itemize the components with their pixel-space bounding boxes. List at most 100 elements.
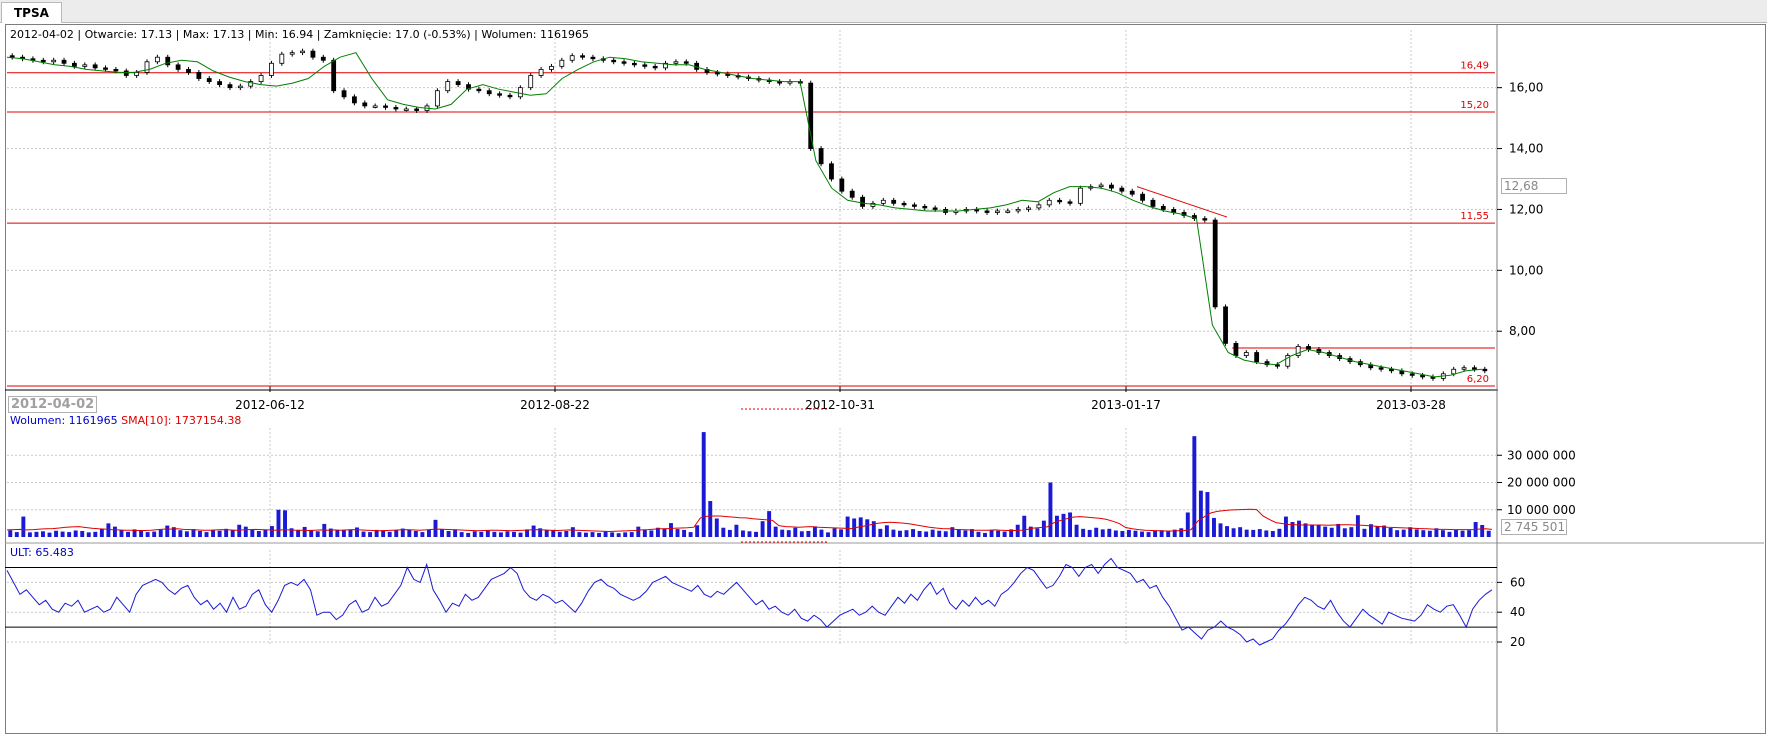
candle-body bbox=[113, 68, 119, 72]
volume-bar bbox=[1055, 515, 1059, 537]
candle-body bbox=[673, 61, 679, 64]
candle-body bbox=[92, 64, 98, 69]
volume-bar bbox=[1159, 530, 1164, 537]
volume-bar bbox=[976, 531, 981, 537]
volume-bar bbox=[983, 532, 987, 537]
volume-bar bbox=[1113, 530, 1118, 537]
level-label: 11,55 bbox=[1460, 211, 1489, 222]
volume-bar bbox=[1395, 530, 1400, 537]
candle-body bbox=[1067, 201, 1073, 204]
volume-sma-label: SMA[10]: 1737154.38 bbox=[121, 414, 242, 427]
volume-bar bbox=[309, 530, 314, 537]
volume-bar bbox=[1349, 527, 1354, 537]
ult-tick-label: 40 bbox=[1510, 605, 1525, 619]
volume-bar bbox=[695, 525, 700, 537]
volume-bar bbox=[132, 529, 137, 537]
volume-bar bbox=[368, 532, 373, 537]
volume-bar bbox=[243, 526, 248, 537]
candle-body bbox=[1077, 187, 1083, 204]
volume-bar bbox=[440, 529, 444, 537]
candle-body bbox=[352, 96, 357, 104]
candle-body bbox=[818, 148, 824, 165]
volume-bar bbox=[865, 519, 870, 537]
candle-body bbox=[1482, 368, 1488, 372]
volume-bar bbox=[924, 531, 929, 537]
volume-bar bbox=[1355, 515, 1360, 537]
volume-bar bbox=[1427, 530, 1432, 537]
candle-body bbox=[237, 85, 243, 89]
volume-bar bbox=[1421, 530, 1426, 537]
ult-tick-label: 60 bbox=[1510, 575, 1525, 589]
volume-bar bbox=[184, 531, 189, 537]
volume-bar bbox=[1192, 436, 1197, 537]
volume-bar bbox=[1212, 517, 1216, 537]
volume-bar bbox=[211, 529, 216, 537]
volume-bar bbox=[485, 530, 490, 537]
chart-frame[interactable] bbox=[5, 24, 1766, 734]
volume-bar bbox=[283, 510, 287, 537]
volume-bar bbox=[1100, 529, 1105, 537]
crosshair-volume-badge: 2 745 501 bbox=[1501, 519, 1567, 535]
volume-bar bbox=[1270, 531, 1275, 537]
candle-body bbox=[1275, 364, 1280, 367]
volume-bar bbox=[41, 531, 45, 537]
level-label: 6,20 bbox=[1467, 374, 1489, 385]
candle-body bbox=[1046, 199, 1052, 206]
volume-bar bbox=[165, 525, 170, 537]
volume-bar bbox=[1303, 523, 1308, 537]
volume-bar bbox=[917, 531, 922, 537]
volume-bar bbox=[328, 528, 333, 537]
tab-tpsa[interactable]: TPSA bbox=[1, 2, 62, 23]
volume-bar bbox=[551, 529, 556, 537]
volume-bar bbox=[459, 532, 464, 537]
volume-bar bbox=[374, 529, 379, 537]
volume-bar bbox=[819, 529, 824, 537]
volume-bar bbox=[956, 529, 961, 537]
candle-body bbox=[434, 90, 440, 107]
volume-bar bbox=[54, 530, 59, 537]
candle-body bbox=[829, 163, 834, 180]
volume-bar bbox=[1061, 513, 1066, 537]
price-tick-label: 12,00 bbox=[1509, 202, 1543, 216]
volume-bar bbox=[472, 531, 477, 537]
volume-bar bbox=[1310, 524, 1315, 537]
volume-bar bbox=[1329, 527, 1334, 537]
volume-bar bbox=[590, 532, 595, 537]
volume-bar bbox=[1140, 531, 1144, 537]
candle-body bbox=[922, 205, 928, 209]
volume-bar bbox=[1081, 528, 1086, 537]
volume-bar bbox=[263, 529, 268, 537]
candle-body bbox=[1389, 368, 1394, 372]
volume-bar bbox=[1277, 528, 1282, 537]
volume-bar bbox=[780, 529, 785, 537]
volume-bar bbox=[21, 516, 26, 537]
volume-bar bbox=[669, 523, 673, 537]
volume-bar bbox=[355, 527, 359, 537]
candle-body bbox=[383, 105, 388, 108]
candle-body bbox=[528, 75, 534, 89]
candle-body bbox=[123, 70, 129, 76]
volume-bar bbox=[773, 526, 778, 537]
candle-body bbox=[538, 68, 544, 76]
volume-bar bbox=[498, 532, 503, 537]
candle-body bbox=[165, 56, 171, 66]
volume-bar bbox=[73, 530, 78, 537]
candle-body bbox=[621, 61, 627, 64]
candle-body bbox=[1420, 374, 1425, 378]
volume-bar bbox=[688, 532, 693, 537]
volume-bar bbox=[1185, 512, 1190, 537]
volume-bar bbox=[858, 517, 863, 537]
price-tick-label: 8,00 bbox=[1509, 324, 1536, 338]
volume-bar bbox=[387, 531, 392, 537]
candle-body bbox=[403, 108, 409, 111]
candle-body bbox=[632, 62, 637, 66]
volume-bar bbox=[727, 529, 732, 537]
volume-bar bbox=[557, 531, 562, 537]
volume-bar bbox=[93, 531, 98, 537]
volume-bar bbox=[996, 530, 1001, 537]
candle-body bbox=[777, 81, 783, 84]
volume-bar bbox=[1414, 529, 1419, 537]
candle-body bbox=[175, 64, 181, 70]
candle-body bbox=[1285, 355, 1291, 367]
